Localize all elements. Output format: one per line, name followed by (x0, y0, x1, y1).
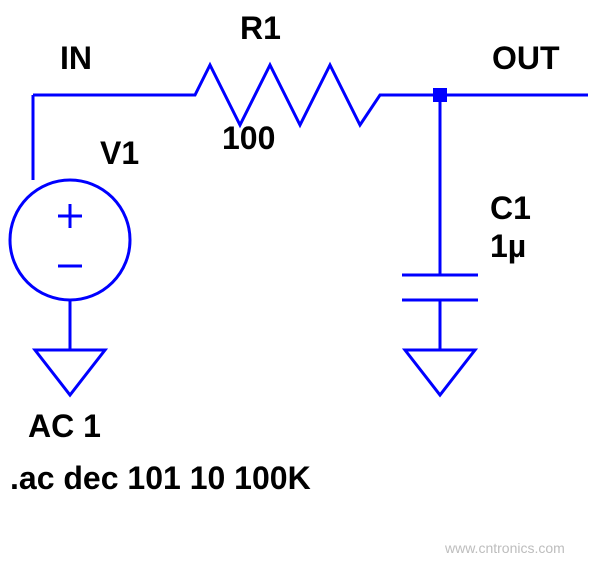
watermark: www.cntronics.com (445, 540, 565, 556)
label-c1-value: 1µ (490, 228, 526, 265)
schematic-canvas: IN OUT R1 100 V1 C1 1µ AC 1 .ac dec 101 … (0, 0, 592, 562)
spice-directive: .ac dec 101 10 100K (10, 460, 311, 497)
label-v1-spice: AC 1 (28, 408, 101, 445)
ground-c1 (405, 350, 475, 395)
label-in: IN (60, 40, 92, 77)
label-out: OUT (492, 40, 560, 77)
label-v1-name: V1 (100, 135, 139, 172)
resistor-r1 (175, 65, 395, 125)
source-v1-circle (10, 180, 130, 300)
label-c1-name: C1 (490, 190, 531, 227)
label-r1-name: R1 (240, 10, 281, 47)
source-v1-plus (58, 204, 82, 228)
ground-v1 (35, 350, 105, 395)
label-r1-value: 100 (222, 120, 275, 157)
